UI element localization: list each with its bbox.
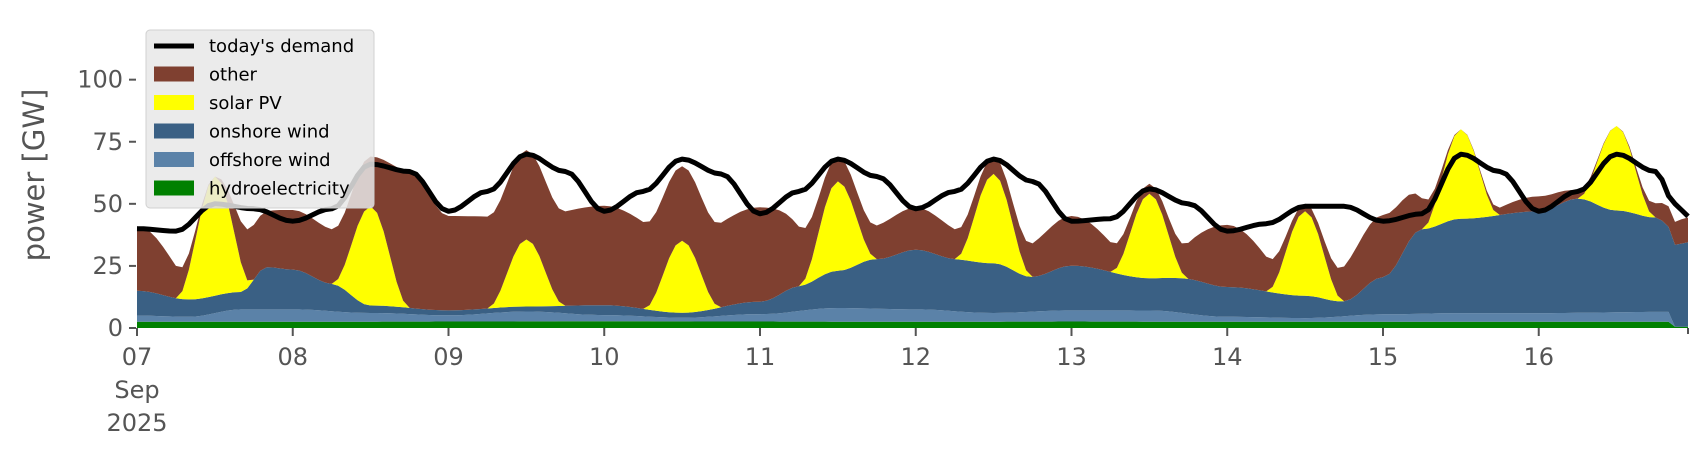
legend-swatch-onshore [154,123,194,139]
y-tick-label: 25 [92,252,123,280]
y-tick-label: 100 [77,66,123,94]
axes: power [GW] [17,89,51,262]
legend-swatch-other [154,66,194,82]
x-tick-label: 07 [122,343,153,371]
legend-box [145,29,375,209]
y-tick-label: 75 [92,128,123,156]
legend-label-offshore: offshore wind [209,150,331,171]
area-other [137,126,1688,311]
legend-swatch-solar [154,95,194,110]
x-tick-label: 13 [1056,343,1087,371]
legend-swatch-offshore [154,152,194,167]
y-tick-label: 50 [92,190,123,218]
x-tick-month: Sep [114,376,159,404]
x-tick-label: 10 [589,343,620,371]
area-onshore [137,198,1688,327]
legend-label-other: other [209,65,258,86]
y-tick-label: 0 [108,314,123,342]
area-offshore [137,308,1688,327]
y-ticks: 0 25 50 75 100 [77,66,136,342]
legend-swatch-hydro [154,180,194,196]
legend-label-solar: solar PV [209,93,282,114]
legend-label-demand: today's demand [209,36,354,57]
legend-label-onshore: onshore wind [209,122,330,143]
area-solar [137,126,1688,313]
x-tick-label: 12 [900,343,931,371]
x-tick-label: 15 [1368,343,1399,371]
x-tick-year: 2025 [106,409,167,437]
legend: today's demand other solar PV onshore wind o… [145,29,375,209]
y-axis-label: power [GW] [17,89,51,262]
x-tick-label: 11 [745,343,776,371]
x-tick-label: 09 [433,343,464,371]
x-ticks: 07 Sep 2025 08 09 10 11 12 13 14 15 16 [106,328,1689,437]
x-tick-label: 08 [277,343,308,371]
stacked-areas [137,126,1688,328]
x-tick-label: 16 [1523,343,1554,371]
legend-label-hydro: hydroelectricity [209,179,350,200]
demand-line [136,151,1690,234]
area-hydro [137,321,1688,328]
demand-layer [136,151,1690,234]
x-tick-label: 14 [1212,343,1243,371]
